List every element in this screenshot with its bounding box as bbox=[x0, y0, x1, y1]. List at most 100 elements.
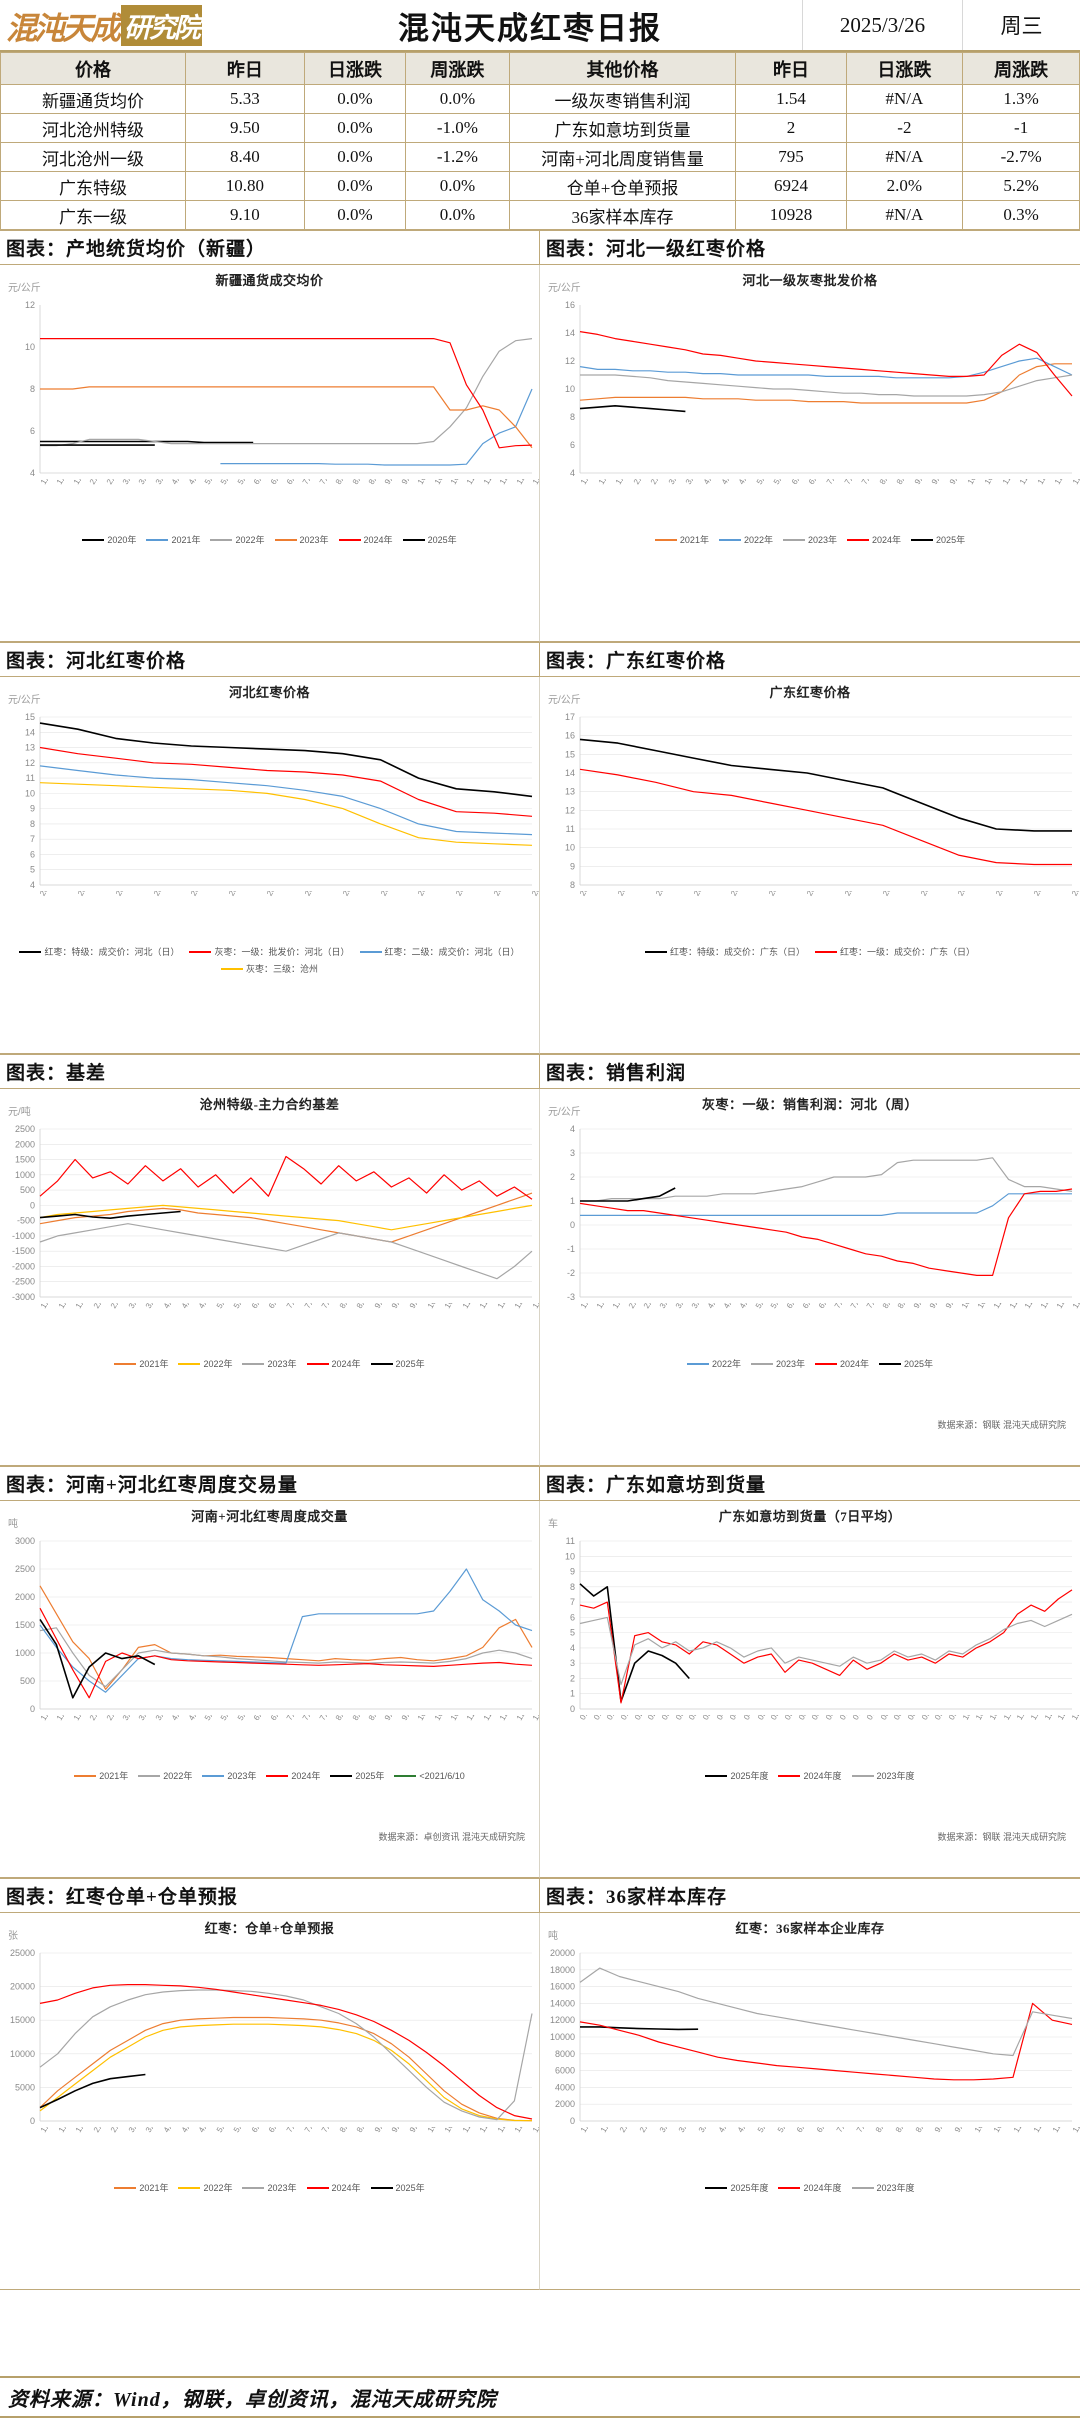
legend-item[interactable]: 2024年 bbox=[306, 1357, 361, 1370]
svg-text:-3000: -3000 bbox=[12, 1292, 35, 1302]
legend-label: 灰枣：一级：批发价：河北（日） bbox=[214, 947, 350, 957]
legend-item[interactable]: 2025年 bbox=[911, 533, 965, 546]
legend-label: 2021年 bbox=[139, 1359, 169, 1369]
legend-swatch bbox=[242, 2186, 265, 2189]
legend-item[interactable]: 2021年 bbox=[146, 533, 200, 546]
col-other-price: 其他价格 bbox=[508, 52, 737, 85]
x-tick-label: 2024-11-05 bbox=[379, 891, 407, 898]
chart-plot-area: 8 9 10 11 12 13 14 15 16 17 bbox=[540, 701, 1080, 891]
row-weekly-change: 0.0% bbox=[405, 84, 510, 114]
svg-text:10000: 10000 bbox=[10, 2049, 35, 2059]
legend-swatch bbox=[138, 1774, 161, 1777]
legend-item[interactable]: 2024年 bbox=[338, 533, 393, 546]
row-label: 河北沧州一级 bbox=[0, 142, 186, 172]
legend-item[interactable]: 红枣：一级：成交价：广东（日） bbox=[815, 945, 975, 958]
legend-item[interactable]: 2023年 bbox=[274, 533, 329, 546]
svg-text:4000: 4000 bbox=[555, 2082, 575, 2092]
x-tick-label: 2024-11-08 bbox=[919, 891, 947, 898]
legend-label: 2021年 bbox=[171, 535, 201, 545]
svg-text:8: 8 bbox=[30, 819, 35, 829]
legend-item[interactable]: 2024年 bbox=[847, 533, 901, 546]
legend-label: 2024年 bbox=[363, 535, 393, 545]
legend-label: 2023年度 bbox=[876, 2183, 915, 2193]
legend-item[interactable]: 红枣：特级：成交价：广东（日） bbox=[644, 945, 805, 958]
col-yesterday: 昨日 bbox=[184, 52, 305, 85]
legend-item[interactable]: 2023年 bbox=[242, 1357, 297, 1370]
band-caption-right: 图表：销售利润 bbox=[546, 1063, 687, 1084]
row-weekly-change: -1.0% bbox=[405, 113, 510, 143]
legend-label: 2023年 bbox=[227, 1771, 257, 1781]
svg-text:-1000: -1000 bbox=[12, 1231, 35, 1241]
legend-item[interactable]: 2021年 bbox=[654, 533, 709, 546]
legend-label: 2025年 bbox=[427, 535, 457, 545]
legend-item[interactable]: 2025年 bbox=[330, 1769, 384, 1782]
legend-item[interactable]: 2023年 bbox=[750, 1357, 805, 1370]
x-tick-label: 12月29日 bbox=[530, 1715, 539, 1723]
col-weekly-change-2: 周涨跌 bbox=[962, 52, 1080, 85]
legend-item[interactable]: 红枣：二级：成交价：河北（日） bbox=[359, 945, 520, 958]
legend-item[interactable]: 2023年 bbox=[782, 533, 837, 546]
chart-x-axis-labels: 1月1日1月13日1月26日2月7日2月19日3月3日3月15日3月24日4月5… bbox=[540, 1303, 1080, 1355]
legend-item[interactable]: 2023年度 bbox=[851, 1769, 915, 1782]
legend-item[interactable]: 2023年度 bbox=[851, 2181, 915, 2194]
legend-item[interactable]: 2024年 bbox=[266, 1769, 320, 1782]
legend-item[interactable]: 2022年 bbox=[210, 533, 265, 546]
row-daily-change-2: 2.0% bbox=[845, 171, 964, 201]
legend-label: 2024年 bbox=[872, 535, 902, 545]
legend-item[interactable]: 2025年 bbox=[879, 1357, 933, 1370]
legend-item[interactable]: 2022年 bbox=[178, 1357, 232, 1370]
legend-item[interactable]: 2020年 bbox=[82, 533, 136, 546]
legend-item[interactable]: 2021年 bbox=[114, 1357, 168, 1370]
svg-text:7: 7 bbox=[570, 1597, 575, 1607]
band-caption-left: 图表：红枣仓单+仓单预报 bbox=[0, 1879, 540, 1912]
legend-item[interactable]: 2024年 bbox=[815, 1357, 869, 1370]
legend-swatch bbox=[178, 1362, 201, 1365]
legend-item[interactable]: 2024年 bbox=[306, 2181, 361, 2194]
x-tick-label: 8月2日 bbox=[873, 2127, 895, 2135]
legend-swatch bbox=[370, 2186, 393, 2189]
chart-plot-area: -3000 -2500 -2000 -1500 -1000 -500 0 500 1000 150… bbox=[0, 1113, 539, 1303]
legend-item[interactable]: 2021年 bbox=[114, 2181, 168, 2194]
svg-text:0: 0 bbox=[30, 1704, 35, 1714]
legend-swatch bbox=[242, 1362, 265, 1365]
legend-item[interactable]: 2025年 bbox=[370, 1357, 425, 1370]
legend-item[interactable]: 2022年 bbox=[178, 2181, 232, 2194]
legend-item[interactable]: 灰枣：一级：批发价：河北（日） bbox=[189, 945, 350, 958]
legend-item[interactable]: 2021年 bbox=[74, 1769, 128, 1782]
legend-item[interactable]: 2024年度 bbox=[778, 1769, 842, 1782]
legend-item[interactable]: 2023年 bbox=[202, 1769, 256, 1782]
legend-item[interactable]: 2022年 bbox=[686, 1357, 741, 1370]
svg-text:3: 3 bbox=[570, 1658, 575, 1668]
chart-plot-area: 4 5 6 7 8 9 10 11 12 13 14 15 bbox=[0, 701, 539, 891]
svg-text:9: 9 bbox=[30, 804, 35, 814]
x-tick-label: 2024-06-05 bbox=[189, 891, 217, 898]
legend-swatch bbox=[74, 1774, 97, 1777]
legend-item[interactable]: 红枣：特级：成交价：河北（日） bbox=[19, 945, 179, 958]
chart-plot-area: -3 -2 -1 0 1 2 3 4 bbox=[540, 1113, 1080, 1303]
legend-item[interactable]: 灰枣：三级：沧州 bbox=[220, 962, 318, 975]
chart-title: 沧州特级-主力合约基差 bbox=[199, 1097, 340, 1112]
svg-text:14: 14 bbox=[565, 328, 575, 338]
svg-text:12000: 12000 bbox=[550, 2015, 575, 2025]
legend-item[interactable]: 2022年 bbox=[718, 533, 773, 546]
legend-item[interactable]: 2025年度 bbox=[705, 2181, 768, 2194]
legend-item[interactable]: 2025年 bbox=[370, 2181, 425, 2194]
legend-item[interactable]: <2021/6/10 bbox=[394, 1769, 465, 1782]
chart-source-note: 数据来源：卓创资讯 混沌天成研究院 bbox=[378, 1832, 525, 1842]
legend-item[interactable]: 2022年 bbox=[138, 1769, 192, 1782]
legend-label: 2025年 bbox=[355, 1771, 385, 1781]
svg-text:4: 4 bbox=[570, 468, 575, 478]
svg-text:12: 12 bbox=[565, 356, 575, 366]
legend-swatch bbox=[306, 2186, 329, 2189]
row-daily-change-2: #N/A bbox=[845, 84, 964, 114]
legend-item[interactable]: 2024年度 bbox=[778, 2181, 842, 2194]
legend-item[interactable]: 2025年度 bbox=[705, 1769, 768, 1782]
row-weekly-change-2: -1 bbox=[962, 113, 1080, 143]
chart-legend: 2021年 2022年 2023年 2024年 2025年 <2021/6/10 bbox=[0, 1767, 539, 1787]
legend-item[interactable]: 2025年 bbox=[402, 533, 457, 546]
legend-item[interactable]: 2023年 bbox=[242, 2181, 297, 2194]
chart-plot-area: 0 500 1000 1500 2000 2500 3000 bbox=[0, 1525, 539, 1715]
row-value: 5.33 bbox=[184, 84, 305, 114]
row-value-2: 1.54 bbox=[735, 84, 847, 114]
x-tick-label: 2025-01-05 bbox=[454, 891, 482, 898]
